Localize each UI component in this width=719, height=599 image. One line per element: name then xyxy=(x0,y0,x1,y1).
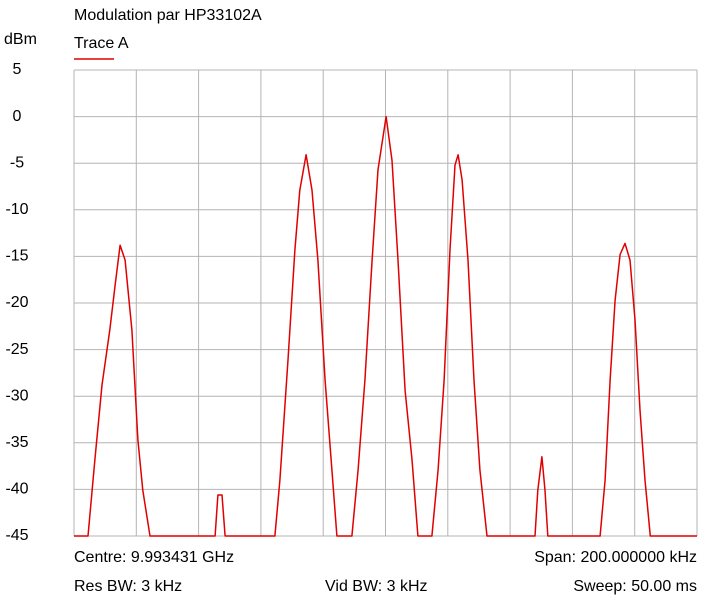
y-tick-label: -25 xyxy=(5,341,28,358)
trace-line xyxy=(74,115,697,537)
footer-sweep: Sweep: 50.00 ms xyxy=(573,578,697,595)
y-tick-label: 5 xyxy=(13,61,22,78)
y-tick-label: 0 xyxy=(13,108,22,125)
y-tick-label: -20 xyxy=(5,294,28,311)
y-axis-label: dBm xyxy=(4,31,37,48)
y-tick-label: -30 xyxy=(5,387,28,404)
y-tick-label: -5 xyxy=(10,154,24,171)
footer-span: Span: 200.000000 kHz xyxy=(534,549,697,566)
chart-title: Modulation par HP33102A xyxy=(74,7,262,24)
footer-res-bw: Res BW: 3 kHz xyxy=(74,578,182,595)
grid xyxy=(73,69,698,537)
y-tick-label: -15 xyxy=(5,248,28,265)
y-tick-label: -45 xyxy=(5,527,28,544)
legend-label: Trace A xyxy=(74,35,129,52)
y-tick-label: -10 xyxy=(5,201,28,218)
y-tick-label: -40 xyxy=(5,481,28,498)
footer-vid-bw: Vid BW: 3 kHz xyxy=(325,578,428,595)
y-tick-label: -35 xyxy=(5,434,28,451)
footer-centre: Centre: 9.993431 GHz xyxy=(74,549,234,566)
